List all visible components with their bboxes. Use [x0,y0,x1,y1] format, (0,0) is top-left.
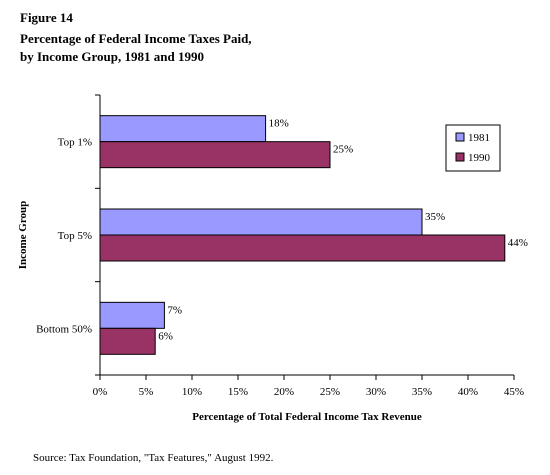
x-tick-label-2: 10% [182,386,202,398]
legend-label-1990: 1990 [468,152,491,164]
legend-box [445,124,501,172]
data-label-1990-1: 44% [508,237,528,249]
legend-label-1981: 1981 [468,132,490,144]
axes-group: Top 1% Top 5% Bottom 50% 0% 5% 10% 15% 20% 25% 30… [36,94,524,398]
y-tick-label-1: Top 5% [58,230,92,242]
bars-group: 18% 25% 35% 44% 7% 6% [99,115,528,355]
x-tick-label-1: 5% [139,386,154,398]
bar-1981-1 [99,208,423,236]
chart-title-line-1: Percentage of Federal Income Taxes Paid, [20,31,252,46]
legend-swatch-1981 [455,132,465,142]
data-label-1981-2: 7% [167,304,182,316]
chart-title-line-2: by Income Group, 1981 and 1990 [20,49,204,64]
bar-1981-0 [99,115,267,143]
bar-1990-0 [99,141,331,169]
data-label-1990-2: 6% [158,330,173,342]
x-tick-label-5: 25% [320,386,340,398]
figure-label: Figure 14 [20,10,73,25]
x-tick-label-6: 30% [366,386,386,398]
data-label-1990-0: 25% [333,144,353,156]
legend: 1981 1990 [445,124,501,172]
x-tick-label-3: 15% [228,386,248,398]
x-tick-label-4: 20% [274,386,294,398]
source-note: Source: Tax Foundation, "Tax Features," … [33,452,274,464]
legend-swatch-1990 [455,152,465,162]
y-tick-label-2: Bottom 50% [36,323,92,335]
x-tick-label-7: 35% [412,386,432,398]
bar-1981-2 [99,301,165,329]
bar-1990-1 [99,234,506,262]
x-tick-label-8: 40% [458,386,478,398]
x-tick-label-9: 45% [504,386,524,398]
y-tick-label-0: Top 1% [58,137,92,149]
x-axis-title: Percentage of Total Federal Income Tax R… [192,411,422,423]
data-label-1981-1: 35% [425,211,445,223]
bar-chart: 18% 25% 35% 44% 7% 6% Top 1% Top 5% Bottom 50% 0… [17,94,528,423]
bar-1990-2 [99,327,156,355]
data-label-1981-0: 18% [269,118,289,130]
y-axis-title: Income Group [17,201,29,270]
x-tick-label-0: 0% [93,386,108,398]
